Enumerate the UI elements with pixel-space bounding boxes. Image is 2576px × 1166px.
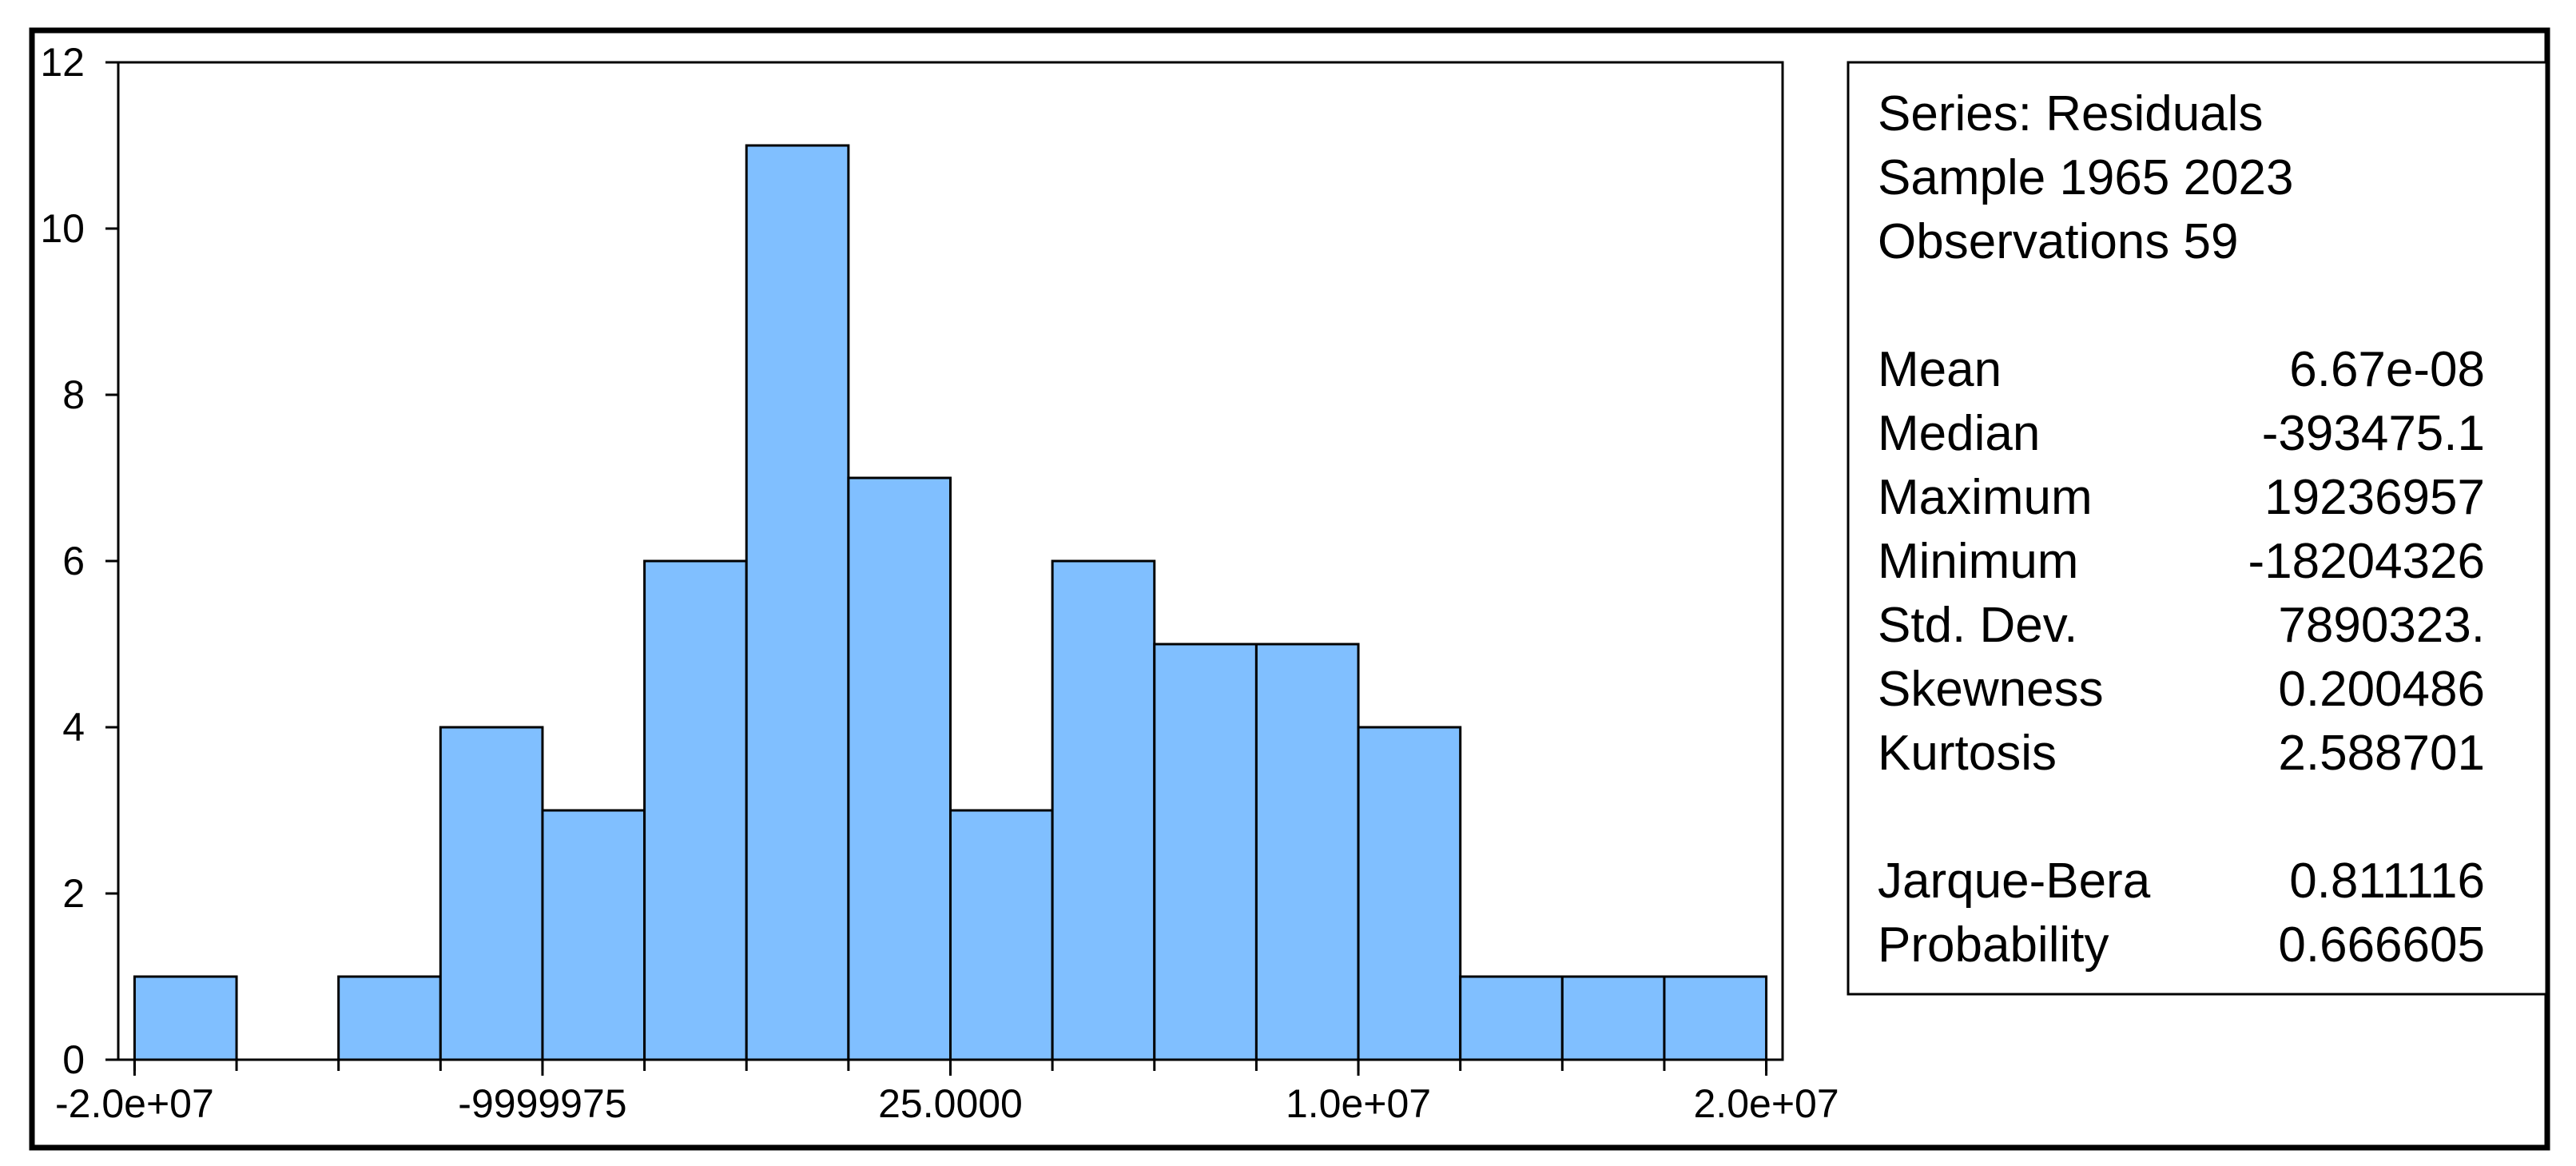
bar [1357,726,1462,1061]
stat-label: Mean [1878,342,2002,397]
stats-box [1847,61,2548,996]
bar [1663,975,1768,1061]
y-tick-label: 4 [62,705,85,750]
stat-value: -393475.1 [2262,406,2485,461]
bar [1051,559,1156,1061]
stat-value: 0.811116 [2289,854,2485,909]
bar [1153,643,1258,1061]
bar [337,975,442,1061]
bar [949,809,1054,1061]
stat-value: 0.200486 [2278,662,2485,717]
stat-value: 7890323. [2278,598,2485,653]
stat-label: Probability [1878,917,2109,973]
x-tick-label: -9999975 [458,1081,626,1126]
y-tick-label: 10 [40,206,85,251]
bar [541,809,646,1061]
stats-header: Series: Residuals [1878,86,2263,141]
bar [1254,643,1360,1061]
y-tick-label: 8 [62,372,85,417]
x-tick-label: 1.0e+07 [1286,1081,1431,1126]
stat-label: Median [1878,406,2040,461]
stat-label: Kurtosis [1878,726,2057,781]
bar [847,476,952,1061]
y-tick-label: 0 [62,1037,85,1082]
x-tick-label: -2.0e+07 [55,1081,214,1126]
bar [1560,975,1666,1061]
stat-value: 0.666605 [2278,917,2485,973]
stat-label: Maximum [1878,470,2093,525]
y-tick-label: 12 [40,40,85,85]
bar [643,559,748,1061]
stat-label: Skewness [1878,662,2104,717]
bar [1459,975,1564,1061]
stat-label: Minimum [1878,534,2078,589]
stat-value: -18204326 [2248,534,2486,589]
stat-label: Std. Dev. [1878,598,2077,653]
bar [133,975,238,1061]
stat-value: 6.67e-08 [2289,342,2485,397]
y-tick-label: 6 [62,539,85,583]
bar [439,726,544,1061]
stat-value: 2.588701 [2278,726,2485,781]
bar [745,144,850,1061]
stat-value: 19236957 [2264,470,2485,525]
stats-header: Sample 1965 2023 [1878,150,2294,205]
stat-label: Jarque-Bera [1878,854,2151,909]
x-tick-label: 2.0e+07 [1694,1081,1839,1126]
x-tick-label: 25.0000 [878,1081,1023,1126]
stats-header: Observations 59 [1878,214,2238,269]
y-tick-label: 2 [62,871,85,916]
